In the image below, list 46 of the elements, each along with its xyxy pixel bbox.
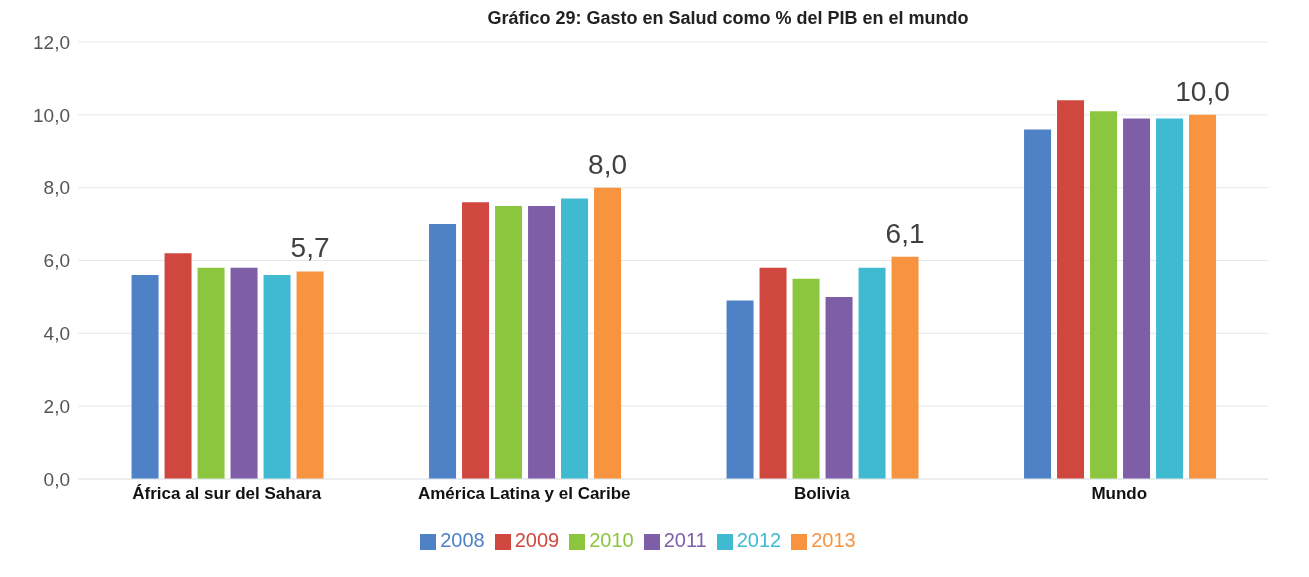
legend-label: 2009 [514,529,560,551]
bar [1024,129,1052,479]
legend-label: 2010 [589,529,634,551]
data-label: 8,0 [588,148,628,180]
bar [1189,114,1217,479]
data-label: 10,0 [1175,75,1230,107]
bar [1156,118,1184,479]
bar [1090,111,1118,479]
y-tick-label: 4,0 [43,323,70,345]
data-label: 6,1 [885,217,925,249]
bar [858,267,886,479]
y-tick-label: 0,0 [43,468,70,490]
x-tick-label: Mundo [1091,484,1148,504]
bar [164,253,192,479]
bar [594,187,622,479]
x-tick-label: África al sur del Sahara [132,484,322,504]
bar [1057,100,1085,479]
bar [197,267,225,479]
bar [825,296,853,479]
y-tick-label: 12,0 [33,31,70,53]
bar [495,205,523,479]
bar [230,267,258,479]
x-tick-label: Bolivia [793,484,851,504]
bar [1123,118,1151,479]
bar [429,224,457,479]
bar [759,267,787,479]
bar [561,198,589,479]
legend-label: 2012 [736,529,782,551]
chart-title: Gráfico 29: Gasto en Salud como % del PIB en el mundo [486,8,970,30]
bar [263,275,291,479]
bar [296,271,324,479]
bar [891,256,919,479]
x-tick-label: América Latina y el Caribe [417,484,631,504]
y-tick-label: 10,0 [33,104,70,126]
legend-label: 2011 [663,529,707,551]
y-tick-label: 8,0 [43,177,70,199]
y-tick-label: 2,0 [43,395,70,417]
legend-label: 2013 [811,529,856,551]
bar [131,275,159,479]
bar [792,278,820,479]
y-tick-label: 6,0 [43,250,70,272]
bar [726,300,754,479]
data-label: 5,7 [290,232,330,264]
legend-label: 2008 [440,529,485,551]
bar [528,205,556,479]
bar [462,202,490,479]
